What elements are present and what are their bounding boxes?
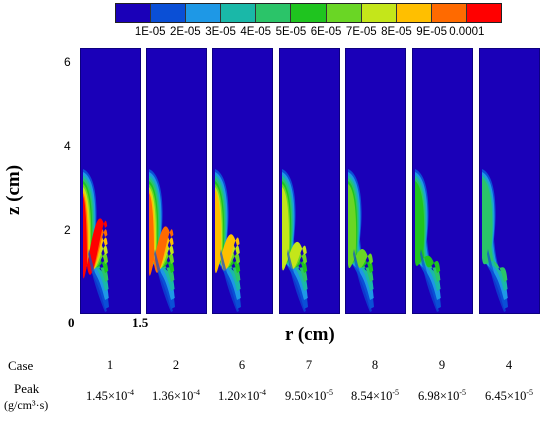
peak-row-label: Peak	[14, 381, 40, 396]
peak-mantissa: 1.36×10	[151, 389, 194, 404]
contour-tail	[353, 249, 372, 312]
case-cell: 7	[305, 358, 313, 372]
peak-cell: 9.50×10-5	[285, 388, 333, 404]
colorbar-label: 8E-05	[381, 26, 412, 38]
case-row-label: Case	[8, 358, 34, 373]
colorbar-swatch	[396, 4, 432, 22]
axis-origin-label: 0	[68, 315, 75, 330]
peak-mantissa: 6.98×10	[417, 389, 460, 404]
case-cell: 2	[172, 358, 180, 372]
contour-tail	[420, 249, 439, 312]
peak-cell: 6.98×10-5	[418, 388, 466, 404]
colorbar	[115, 3, 502, 23]
contour-panel-case-1	[80, 48, 141, 314]
peak-mantissa: 6.45×10	[484, 389, 527, 404]
case-cell: 6	[238, 358, 246, 372]
contour-level	[149, 193, 174, 276]
colorbar-swatch	[291, 4, 327, 22]
x-axis-label: r (cm)	[285, 324, 335, 345]
case-cell: 4	[505, 358, 513, 372]
y-tick-6: 6	[64, 55, 71, 69]
contour-level	[282, 187, 307, 271]
peak-cell: 6.45×10-5	[485, 388, 533, 404]
colorbar-label: 2E-05	[170, 26, 201, 38]
peak-mantissa: 8.54×10	[350, 389, 393, 404]
colorbar-label: 5E-05	[275, 26, 307, 38]
contour-panel-case-9	[412, 48, 473, 314]
contour-level	[215, 187, 240, 271]
peak-cell: 1.36×10-4	[152, 388, 200, 404]
contour-level	[348, 184, 373, 269]
colorbar-labels: 1E-05 2E-05 3E-05 4E-05 5E-05 6E-05 7E-05 8E-05…	[115, 26, 515, 40]
colorbar-swatch	[221, 4, 257, 22]
case-cell: 8	[371, 358, 379, 372]
peak-mantissa: 1.45×10	[85, 389, 128, 404]
colorbar-label: 7E-05	[345, 26, 377, 38]
peak-mantissa: 1.20×10	[217, 389, 260, 404]
contour-level	[415, 181, 441, 273]
contour-level	[149, 187, 174, 271]
contour-panel-case-7	[279, 48, 340, 314]
contour-panel-case-2	[146, 48, 207, 314]
contour-panel-case-8	[345, 48, 406, 314]
colorbar-swatch	[186, 4, 222, 22]
peak-exponent: -4	[193, 388, 201, 397]
colorbar-label: 3E-05	[205, 26, 236, 38]
colorbar-label: 0.0001	[449, 26, 485, 38]
contour-tail	[154, 249, 173, 312]
peak-exponent: -5	[459, 388, 467, 397]
contour-tail	[487, 249, 506, 312]
colorbar-label: 1E-05	[134, 26, 166, 38]
y-tick-4: 4	[64, 139, 71, 153]
peak-exponent: -4	[259, 388, 267, 397]
peak-unit-label: (g/cm³·s)	[4, 398, 49, 412]
peak-cell: 1.20×10-4	[218, 388, 266, 404]
colorbar-swatch	[361, 4, 397, 22]
peak-cell: 8.54×10-5	[351, 388, 399, 404]
colorbar-swatch	[151, 4, 187, 22]
colorbar-swatch	[466, 4, 502, 22]
y-axis-label: z (cm)	[3, 164, 24, 216]
peak-cell: 1.45×10-4	[86, 388, 134, 404]
peak-exponent: -5	[526, 388, 534, 397]
contour-tail	[287, 249, 306, 312]
peak-exponent: -5	[392, 388, 400, 397]
peak-exponent: -5	[326, 388, 334, 397]
y-tick-2: 2	[64, 223, 71, 237]
contour-panel-case-4	[479, 48, 540, 314]
x-tick-max: 1.5	[132, 315, 149, 330]
case-cell: 1	[106, 358, 114, 372]
contour-level	[83, 187, 108, 271]
contour-level	[215, 190, 240, 274]
contour-tail	[88, 249, 107, 312]
colorbar-swatch	[116, 4, 152, 22]
case-cell: 9	[438, 358, 446, 372]
colorbar-swatch	[326, 4, 362, 22]
contour-tail	[220, 249, 239, 312]
peak-exponent: -4	[127, 388, 135, 397]
colorbar-label: 9E-05	[416, 26, 447, 38]
contour-panel-case-6	[212, 48, 273, 314]
colorbar-swatch	[431, 4, 467, 22]
colorbar-label: 6E-05	[310, 26, 342, 38]
colorbar-swatch	[256, 4, 292, 22]
peak-mantissa: 9.50×10	[284, 389, 327, 404]
colorbar-label: 4E-05	[240, 26, 272, 38]
